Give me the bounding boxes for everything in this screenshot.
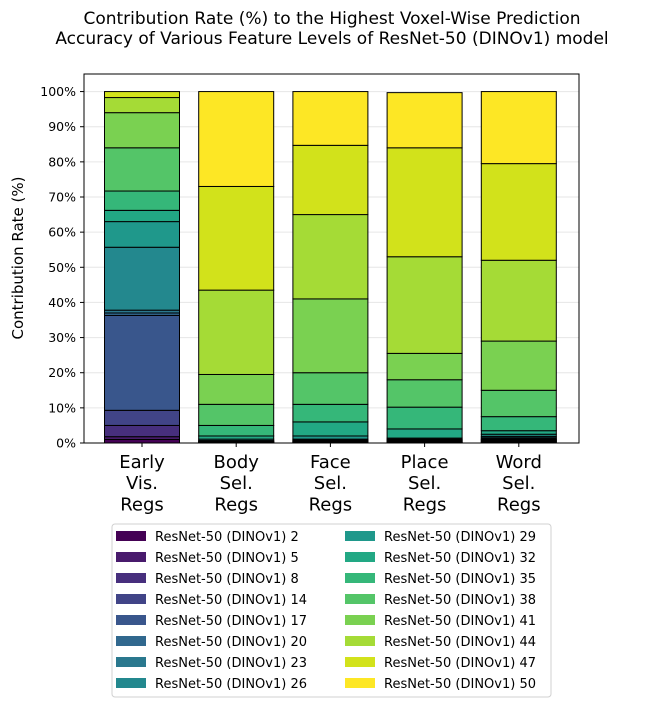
legend-swatch [345, 636, 375, 646]
x-tick-label: Word Sel. Regs [496, 452, 542, 515]
bar-segment [198, 403, 275, 426]
bar-segment [480, 163, 557, 261]
legend-swatch [116, 594, 146, 604]
bar-segment [198, 289, 275, 375]
bar-segment [104, 438, 180, 444]
bar-segment [386, 406, 463, 430]
bar-segment [104, 246, 180, 311]
x-tick-label: Face Sel. Regs [309, 452, 353, 515]
y-tick-label: 70% [48, 190, 76, 205]
bar-segment [480, 416, 557, 432]
bar-segment [104, 221, 180, 248]
bar-segment [386, 379, 463, 408]
bar-segment [480, 430, 557, 435]
y-tick-label: 30% [48, 330, 76, 345]
bar-segment [104, 190, 180, 211]
legend-label: ResNet-50 (DINOv1) 29 [384, 530, 536, 545]
bar-segment [386, 147, 463, 258]
bar-segment [292, 372, 369, 405]
bar-segment [104, 209, 180, 223]
y-tick-label: 90% [48, 119, 76, 134]
bar-segment [386, 92, 463, 149]
bar-segment [480, 259, 557, 342]
legend-swatch [345, 594, 375, 604]
legend-swatch [116, 531, 146, 541]
bar-segment [104, 112, 180, 149]
bar-segment [104, 409, 180, 426]
legend-swatch [345, 678, 375, 688]
y-tick-label: 100% [40, 84, 76, 99]
x-tick-label: Early Vis. Regs [119, 452, 165, 515]
legend-label: ResNet-50 (DINOv1) 41 [384, 614, 536, 629]
bar-segment [198, 424, 275, 437]
bar-segment [386, 428, 463, 439]
legend-label: ResNet-50 (DINOv1) 47 [384, 656, 536, 671]
bar-segment [198, 373, 275, 405]
legend-label: ResNet-50 (DINOv1) 50 [384, 677, 536, 692]
y-tick-label: 20% [48, 365, 76, 380]
legend-swatch [116, 657, 146, 667]
bar-segment [480, 340, 557, 391]
legend-swatch [116, 573, 146, 583]
chart-title: Contribution Rate (%) to the Highest Vox… [55, 9, 608, 49]
bar-segment [104, 314, 180, 411]
legend-swatch [116, 678, 146, 688]
legend-swatch [345, 657, 375, 667]
legend-swatch [116, 552, 146, 562]
bar-segment [480, 91, 557, 165]
legend-label: ResNet-50 (DINOv1) 8 [155, 572, 299, 587]
bar-segment [480, 389, 557, 418]
bar-segment [198, 91, 275, 187]
legend-swatch [345, 615, 375, 625]
bar-segment [104, 147, 180, 192]
bar-segment [198, 185, 275, 291]
legend-swatch [345, 573, 375, 583]
bar-segment [386, 256, 463, 354]
legend-swatch [116, 615, 146, 625]
bar-segment [292, 91, 369, 146]
y-tick-label: 10% [48, 400, 76, 415]
legend-label: ResNet-50 (DINOv1) 17 [155, 614, 307, 629]
legend-label: ResNet-50 (DINOv1) 23 [155, 656, 307, 671]
y-tick-label: 80% [48, 154, 76, 169]
y-axis-label: Contribution Rate (%) [9, 176, 27, 339]
legend-label: ResNet-50 (DINOv1) 38 [384, 593, 536, 608]
y-tick-label: 0% [56, 436, 76, 451]
bar-segment [292, 298, 369, 374]
bar-segment [292, 421, 369, 437]
x-tick-label: Body Sel. Regs [213, 452, 259, 515]
y-tick-label: 60% [48, 225, 76, 240]
bar-segment [292, 214, 369, 300]
legend-swatch [116, 636, 146, 646]
y-tick-label: 50% [48, 260, 76, 275]
bar-segment [292, 403, 369, 423]
legend-label: ResNet-50 (DINOv1) 26 [155, 677, 307, 692]
legend-swatch [345, 531, 375, 541]
legend-label: ResNet-50 (DINOv1) 32 [384, 551, 536, 566]
y-tick-label: 40% [48, 295, 76, 310]
legend-label: ResNet-50 (DINOv1) 5 [155, 551, 299, 566]
bar-segment [104, 424, 180, 438]
bar-segment [292, 144, 369, 216]
bar-segment [386, 352, 463, 381]
legend-label: ResNet-50 (DINOv1) 20 [155, 635, 307, 650]
bar-segment [104, 91, 180, 99]
legend-swatch [345, 552, 375, 562]
x-tick-label: Place Sel. Regs [401, 452, 449, 515]
plot-frame [83, 73, 580, 444]
legend-label: ResNet-50 (DINOv1) 14 [155, 593, 307, 608]
legend-label: ResNet-50 (DINOv1) 2 [155, 530, 299, 545]
bar-segment [104, 97, 180, 114]
legend-box [111, 523, 552, 698]
legend-label: ResNet-50 (DINOv1) 44 [384, 635, 536, 650]
legend-label: ResNet-50 (DINOv1) 35 [384, 572, 536, 587]
